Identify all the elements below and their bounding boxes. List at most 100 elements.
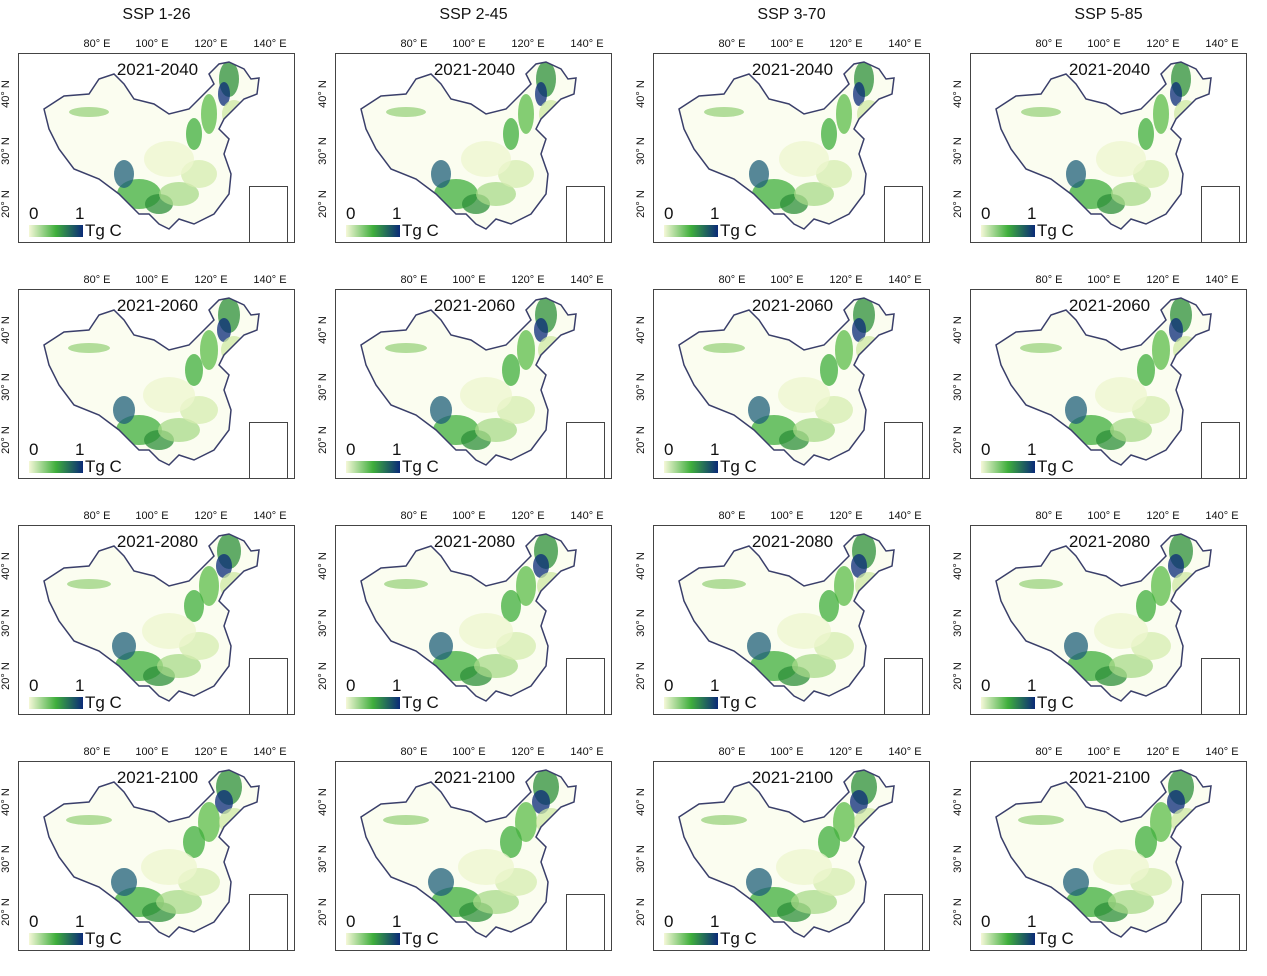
- scenario-title: SSP 5-85: [1074, 6, 1143, 23]
- carbon-patch: [1019, 579, 1063, 589]
- south-china-sea-inset: [1201, 658, 1240, 715]
- carbon-patch: [475, 418, 517, 442]
- map-panel: 2021-2060 0 1 Tg C: [18, 289, 295, 479]
- south-china-sea-inset: [249, 658, 288, 715]
- longitude-label: 80° E: [83, 274, 111, 286]
- colorbar-max: 1: [75, 912, 85, 931]
- colorbar: [981, 933, 1035, 945]
- carbon-patch: [515, 802, 537, 842]
- country-border: [43, 61, 260, 230]
- country-border: [360, 297, 577, 466]
- longitude-label: 140° E: [1205, 510, 1239, 522]
- colorbar-min: 0: [29, 440, 39, 459]
- longitude-label: 140° E: [253, 38, 287, 50]
- country-border: [995, 297, 1212, 466]
- carbon-patch: [1173, 336, 1199, 364]
- carbon-patch: [794, 182, 834, 206]
- longitude-label: 100° E: [135, 274, 169, 286]
- china-carbon-map: [360, 61, 577, 230]
- carbon-patch: [501, 590, 521, 622]
- colorbar-min: 0: [981, 440, 991, 459]
- longitude-label: 120° E: [829, 38, 863, 50]
- south-china-sea-inset: [566, 894, 605, 951]
- carbon-patch: [532, 790, 550, 814]
- carbon-patch: [1018, 815, 1064, 825]
- carbon-patch: [1094, 613, 1148, 649]
- carbon-patch: [703, 343, 745, 353]
- china-carbon-map: [678, 533, 895, 702]
- longitude-label: 140° E: [1205, 274, 1239, 286]
- carbon-patch: [538, 336, 564, 364]
- colorbar: [664, 697, 718, 709]
- carbon-patch: [534, 318, 548, 342]
- longitude-label: 120° E: [194, 510, 228, 522]
- longitude-label: 100° E: [770, 510, 804, 522]
- latitude-label: 30° N: [316, 845, 329, 873]
- longitude-label: 80° E: [718, 38, 746, 50]
- latitude-label: 40° N: [0, 316, 12, 344]
- period-label: 2021-2060: [1068, 296, 1151, 315]
- country-border: [43, 297, 260, 466]
- latitude-label: 20° N: [316, 662, 329, 690]
- longitude-label: 140° E: [570, 510, 604, 522]
- carbon-patch: [222, 100, 246, 128]
- longitude-label: 80° E: [1035, 38, 1063, 50]
- map-panel: 2021-2080 0 1 Tg C: [653, 525, 930, 715]
- colorbar-unit: Tg C: [402, 457, 439, 476]
- china-carbon-map: [43, 769, 260, 938]
- carbon-patch: [216, 554, 232, 578]
- map-panel: 2021-2040 0 1 Tg C: [18, 53, 295, 243]
- colorbar: [29, 461, 83, 473]
- carbon-patch: [818, 826, 840, 858]
- colorbar: [346, 461, 400, 473]
- longitude-label: 80° E: [1035, 274, 1063, 286]
- map-panel: 2021-2100 0 1 Tg C: [653, 761, 930, 951]
- period-label: 2021-2040: [433, 60, 516, 79]
- china-carbon-map: [43, 533, 260, 702]
- china-carbon-map: [995, 533, 1212, 702]
- colorbar-max: 1: [75, 440, 85, 459]
- latitude-label: 30° N: [316, 137, 329, 165]
- china-carbon-map: [995, 769, 1212, 938]
- longitude-label: 80° E: [83, 510, 111, 522]
- south-china-sea-inset: [884, 422, 923, 479]
- carbon-patch: [1168, 554, 1184, 578]
- longitude-label: 120° E: [194, 746, 228, 758]
- latitude-label: 20° N: [0, 190, 12, 218]
- period-label: 2021-2040: [751, 60, 834, 79]
- longitude-label: 120° E: [511, 274, 545, 286]
- carbon-patch: [1170, 82, 1182, 106]
- carbon-patch: [791, 890, 837, 914]
- colorbar-max: 1: [392, 912, 402, 931]
- carbon-patch: [114, 160, 134, 188]
- latitude-label: 40° N: [634, 316, 647, 344]
- period-label: 2021-2040: [1068, 60, 1151, 79]
- longitude-label: 100° E: [770, 746, 804, 758]
- longitude-label: 100° E: [770, 38, 804, 50]
- latitude-label: 30° N: [951, 137, 964, 165]
- period-label: 2021-2080: [751, 532, 834, 551]
- colorbar: [346, 933, 400, 945]
- longitude-label: 100° E: [1087, 510, 1121, 522]
- south-china-sea-inset: [884, 658, 923, 715]
- colorbar-unit: Tg C: [402, 693, 439, 712]
- longitude-label: 120° E: [511, 38, 545, 50]
- longitude-label: 120° E: [1146, 746, 1180, 758]
- map-panel: 2021-2060 0 1 Tg C: [970, 289, 1247, 479]
- carbon-patch: [199, 566, 219, 606]
- longitude-label: 120° E: [829, 746, 863, 758]
- colorbar-min: 0: [346, 912, 356, 931]
- carbon-patch: [144, 141, 194, 177]
- period-label: 2021-2040: [116, 60, 199, 79]
- china-carbon-map: [43, 297, 260, 466]
- colorbar-min: 0: [981, 204, 991, 223]
- latitude-label: 30° N: [951, 845, 964, 873]
- country-border: [995, 769, 1212, 938]
- colorbar: [664, 461, 718, 473]
- period-label: 2021-2080: [1068, 532, 1151, 551]
- carbon-patch: [1066, 160, 1086, 188]
- carbon-patch: [537, 572, 565, 600]
- colorbar-min: 0: [664, 676, 674, 695]
- carbon-patch: [836, 94, 852, 134]
- colorbar-max: 1: [1027, 912, 1037, 931]
